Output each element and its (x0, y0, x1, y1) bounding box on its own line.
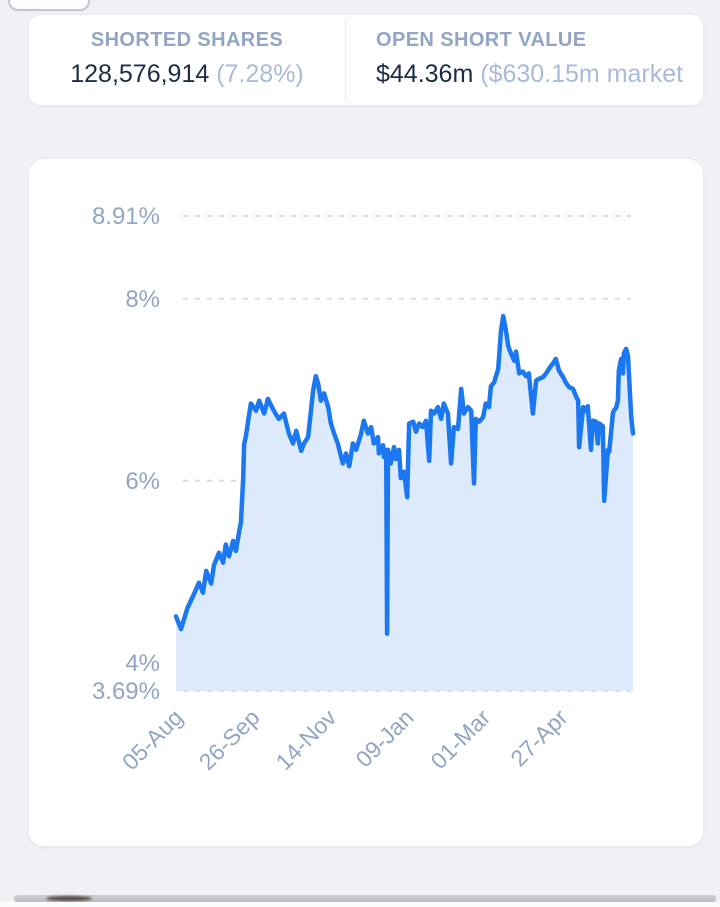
open-short-value-row: $44.36m ($630.15m market (376, 57, 683, 95)
stats-card: SHORTED SHARES 128,576,914 (7.28%) OPEN … (28, 14, 704, 106)
shorted-shares-label: SHORTED SHARES (90, 29, 284, 51)
open-short-value: $44.36m (376, 60, 474, 88)
short-interest-line (173, 313, 636, 636)
y-axis-label: 6% (125, 468, 160, 495)
x-axis-label: 01-Mar (425, 704, 495, 774)
next-section-top-edge (14, 895, 716, 902)
shorted-shares-value-row: 128,576,914 (7.28%) (70, 57, 304, 95)
shorted-shares-value: 128,576,914 (70, 60, 210, 88)
short-interest-area-chart[interactable]: 8.91% 8% 6% 4%3.69%05-Aug 26-Sep 14-Nov 09-Jan… (46, 203, 646, 836)
stats-divider (345, 19, 346, 101)
x-axis-label: 09-Jan (350, 704, 418, 772)
footer-gap (0, 902, 720, 907)
shorted-shares-percent: (7.28%) (209, 60, 304, 88)
y-axis-label: 4% (125, 650, 160, 677)
stat-shorted-shares: SHORTED SHARES 128,576,914 (7.28%) (29, 15, 345, 105)
x-axis-label: 27-Apr (505, 704, 572, 771)
y-axis-label: 3.69% (92, 678, 160, 705)
x-axis-label: 14-Nov (271, 704, 342, 775)
stat-open-short-value: OPEN SHORT VALUE $44.36m ($630.15m marke… (346, 15, 703, 105)
top-tab-remnant[interactable] (8, 0, 90, 11)
x-axis-label: 26-Sep (194, 704, 265, 775)
open-short-value-label: OPEN SHORT VALUE (376, 29, 587, 51)
smudge-decoration (46, 896, 92, 901)
y-axis-label: 8% (125, 286, 160, 313)
x-axis-label: 05-Aug (117, 704, 188, 775)
short-interest-chart-card: 8.91% 8% 6% 4% 3.69% 05-Aug 26-Sep 14-Nov 09-Jan… (28, 158, 704, 847)
y-axis-label: 8.91% (92, 203, 160, 230)
open-short-market-cap: ($630.15m market (473, 60, 684, 88)
area-fill (176, 316, 633, 691)
